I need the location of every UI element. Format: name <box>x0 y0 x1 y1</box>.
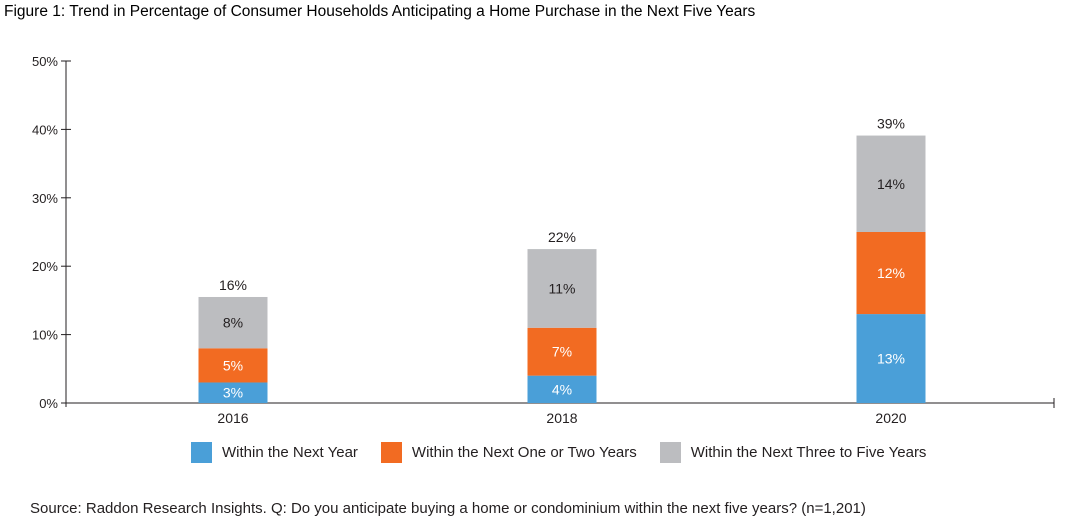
x-tick-label-2020: 2020 <box>875 410 906 426</box>
bar-2018-within-next-year <box>527 375 597 403</box>
legend-label-three-to-five-years: Within the Next Three to Five Years <box>690 443 927 461</box>
bar-2020-three-to-five-years <box>856 135 926 232</box>
bar-2018-one-or-two-years <box>527 327 597 376</box>
legend-swatch-within-next-year <box>191 441 212 463</box>
bar-2018-three-to-five-years <box>527 249 597 328</box>
y-tick-label-0: 0% <box>39 396 58 411</box>
data-label-2018-within-next-year: 4% <box>552 381 572 397</box>
x-tick-label-2018: 2018 <box>546 410 577 426</box>
y-tick-label-30: 30% <box>32 191 58 206</box>
y-tick-label-50: 50% <box>32 54 58 69</box>
total-label-2018: 22% <box>548 229 576 245</box>
bar-2020-one-or-two-years <box>856 232 926 315</box>
data-label-2020-one-or-two-years: 12% <box>877 265 905 281</box>
legend-item-three-to-five-years: Within the Next Three to Five Years <box>659 441 927 463</box>
data-label-2016-within-next-year: 3% <box>223 385 243 401</box>
bar-2020-within-next-year <box>856 314 926 403</box>
legend-item-within-next-year: Within the Next Year <box>191 441 358 463</box>
data-label-2018-three-to-five-years: 11% <box>549 280 576 296</box>
legend-item-one-or-two-years: Within the Next One or Two Years <box>380 441 637 463</box>
y-tick-label-10: 10% <box>32 328 58 343</box>
bar-2016-within-next-year <box>198 382 268 403</box>
data-label-2020-within-next-year: 13% <box>877 351 905 367</box>
bar-2016-one-or-two-years <box>198 348 268 383</box>
x-tick-label-2016: 2016 <box>217 410 248 426</box>
bar-2016-three-to-five-years <box>198 296 268 349</box>
data-label-2018-one-or-two-years: 7% <box>552 344 572 360</box>
legend-swatch-one-or-two-years <box>380 441 402 463</box>
total-label-2020: 39% <box>877 116 905 132</box>
legend-label-one-or-two-years: Within the Next One or Two Years <box>411 443 637 461</box>
data-label-2016-one-or-two-years: 5% <box>223 357 243 373</box>
legend: Within the Next Year Within the Next One… <box>191 440 949 464</box>
stacked-bar-chart: 0% 10% 20% 30% 40% 50% 3% 5% 8% 16% 2016 4% 7% 11% 22%… <box>32 54 1055 426</box>
source-note: Source: Raddon Research Insights. Q: Do … <box>30 500 866 517</box>
data-label-2020-three-to-five-years: 14% <box>877 176 905 192</box>
y-tick-label-40: 40% <box>32 122 58 137</box>
chart-title: Figure 1: Trend in Percentage of Consume… <box>4 3 756 20</box>
data-label-2016-three-to-five-years: 8% <box>223 315 243 331</box>
total-label-2016: 16% <box>219 277 247 293</box>
y-tick-label-20: 20% <box>32 259 58 274</box>
legend-label-within-next-year: Within the Next Year <box>222 443 358 461</box>
legend-swatch-three-to-five-years <box>659 441 681 463</box>
